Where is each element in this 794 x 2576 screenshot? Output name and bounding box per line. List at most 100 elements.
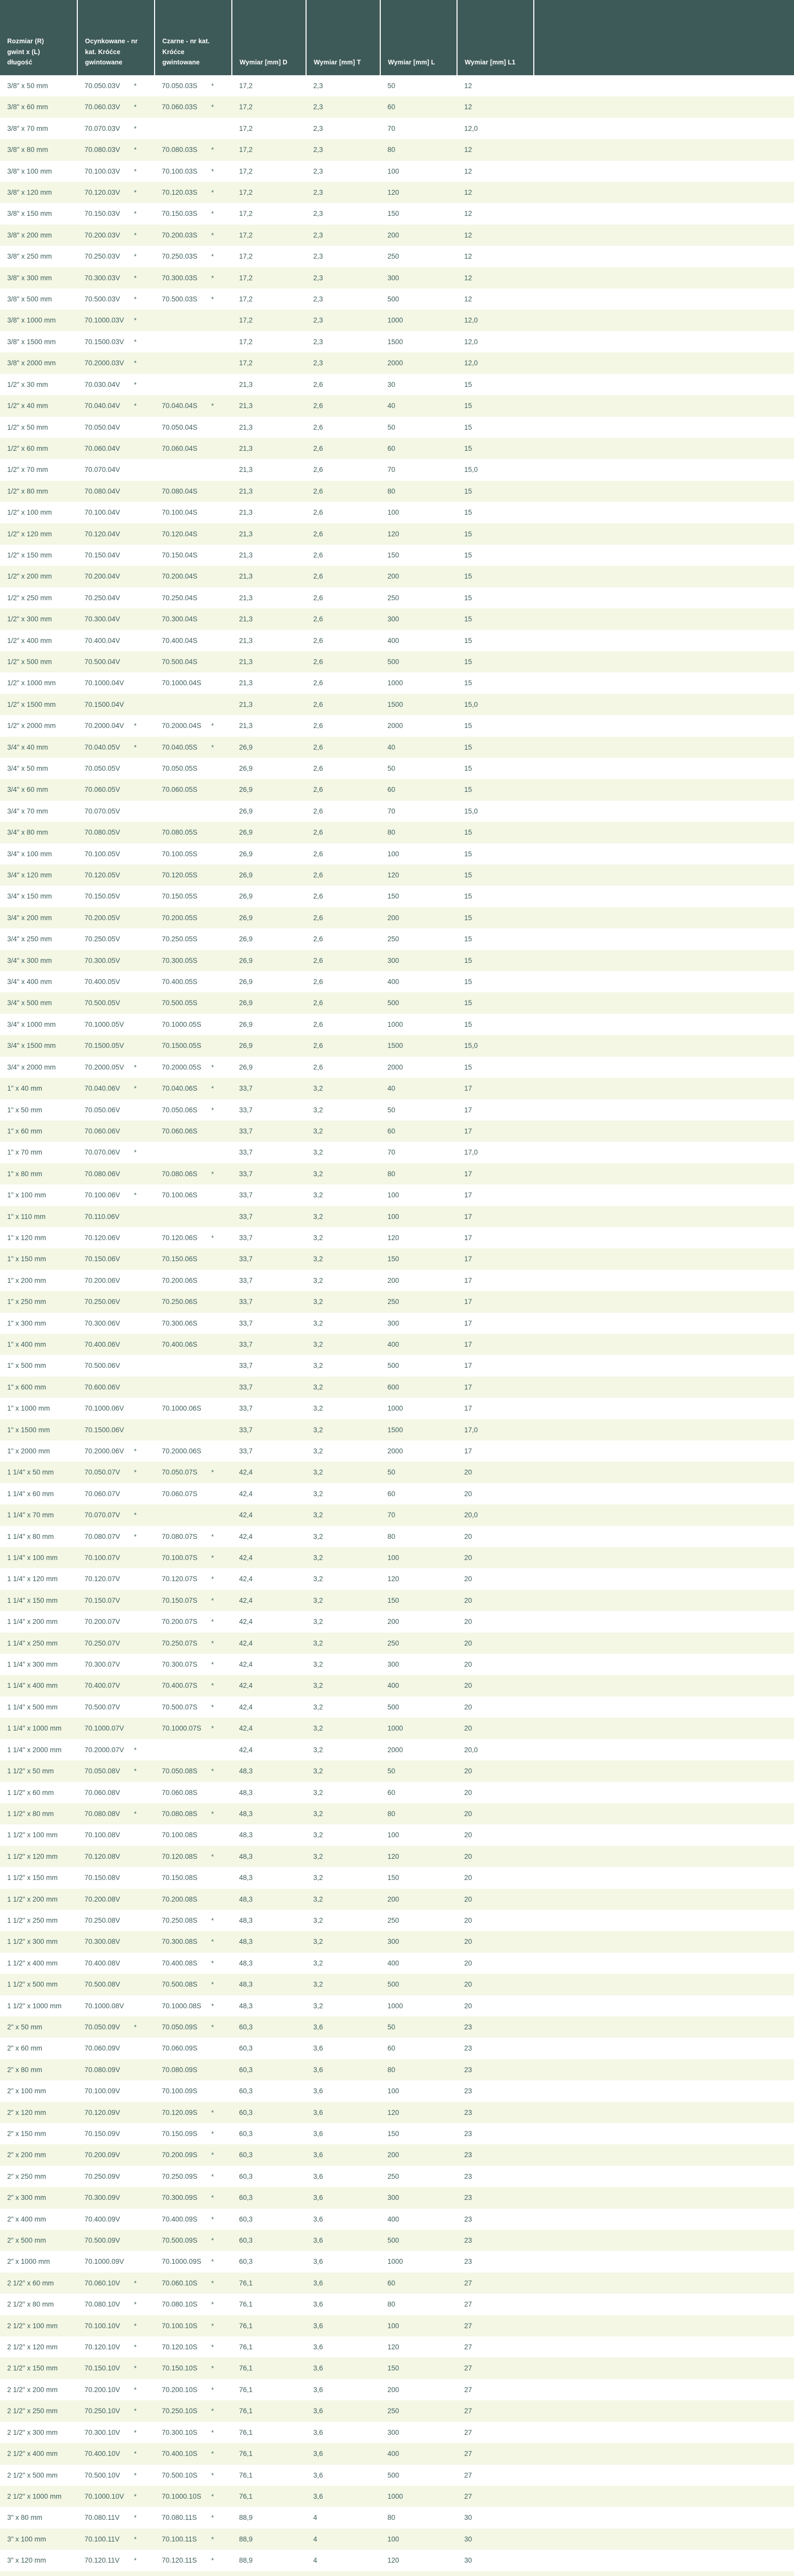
- cell-size: 2" x 50 mm: [7, 2023, 42, 2031]
- catalogue-number: 70.050.08V: [85, 1767, 121, 1775]
- catalogue-number: 70.100.06S: [162, 1191, 198, 1199]
- asterisk-marker: *: [134, 2535, 137, 2543]
- cell-dimension-d: 48,3: [239, 1809, 253, 1818]
- cell-filler: [534, 1760, 794, 1782]
- cell-size: 1 1/4" x 60 mm: [7, 1489, 54, 1498]
- cell-galvanized-cat-no: 70.050.05V: [77, 758, 155, 779]
- cell-black-cat-no: 70.080.06S *: [155, 1163, 232, 1184]
- catalogue-number: 70.060.07S: [162, 1489, 198, 1498]
- cell-size: 2 1/2" x 100 mm: [7, 2321, 58, 2330]
- table-row: 1" x 100 mm 70.100.06V * 70.100.06S 33,7 3,2 1…: [0, 1184, 794, 1206]
- cell-size: 3/4" x 70 mm: [7, 807, 48, 815]
- catalogue-number: 70.200.10S: [162, 2385, 198, 2394]
- cell-size: 2 1/2" x 500 mm: [7, 2471, 58, 2479]
- cell-dimension-t: 2,6: [313, 466, 323, 474]
- asterisk-marker: *: [211, 2471, 214, 2479]
- column-header-black-line-1: Czarne - nr kat.: [162, 38, 210, 45]
- table-row: 2 1/2" x 400 mm 70.400.10V * 70.400.10S * 76,…: [0, 2443, 794, 2465]
- cell-black-cat-no: [155, 694, 232, 715]
- cell-dimension-t: 2,6: [313, 807, 323, 815]
- cell-size: 1/2" x 1500 mm: [7, 700, 56, 708]
- cell-galvanized-cat-no: 70.080.08V *: [77, 1803, 155, 1824]
- catalogue-number: 70.300.06V: [85, 1319, 121, 1327]
- cell-galvanized-cat-no: 70.060.03V *: [77, 96, 155, 117]
- cell-filler: [534, 2571, 794, 2576]
- cell-dimension-d: 26,9: [239, 935, 253, 943]
- catalogue-number: 70.050.03V: [85, 82, 121, 90]
- cell-galvanized-cat-no: 70.300.09V: [77, 2187, 155, 2208]
- table-row: 3/4" x 150 mm 70.150.05V 70.150.05S 26,9 2,6…: [0, 886, 794, 907]
- cell-dimension-l1: 30: [464, 2535, 472, 2543]
- catalogue-number: 70.100.10S: [162, 2321, 198, 2330]
- cell-size: 1 1/4" x 400 mm: [7, 1682, 58, 1690]
- asterisk-marker: *: [134, 82, 137, 90]
- cell-dimension-l1: 20: [464, 1468, 472, 1477]
- cell-filler: [534, 182, 794, 203]
- cell-filler: [534, 1504, 794, 1526]
- table-row: 3/4" x 70 mm 70.070.05V 26,9 2,6 70 15,0: [0, 800, 794, 822]
- cell-dimension-t: 3,6: [313, 2151, 323, 2159]
- cell-dimension-d: 48,3: [239, 1874, 253, 1882]
- cell-galvanized-cat-no: 70.500.03V *: [77, 289, 155, 310]
- cell-filler: [534, 1142, 794, 1163]
- catalogue-number: 70.200.05V: [85, 913, 121, 922]
- cell-dimension-t: 3,2: [313, 1362, 323, 1370]
- cell-dimension-d: 42,4: [239, 1511, 253, 1519]
- table-row: 3/8" x 120 mm 70.120.03V * 70.120.03S * 17,2 2…: [0, 182, 794, 204]
- cell-dimension-l: 100: [387, 1191, 399, 1199]
- cell-dimension-l1: 20,0: [464, 1511, 478, 1519]
- cell-dimension-l: 250: [387, 594, 399, 602]
- cell-size: 3/4" x 2000 mm: [7, 1063, 56, 1071]
- cell-black-cat-no: 70.200.07S *: [155, 1611, 232, 1632]
- catalogue-number: 70.150.08S: [162, 1874, 198, 1882]
- cell-black-cat-no: [155, 1419, 232, 1440]
- cell-dimension-l: 500: [387, 1362, 399, 1370]
- cell-black-cat-no: 70.100.10S *: [155, 2315, 232, 2336]
- table-row: 2" x 500 mm 70.500.09V 70.500.09S * 60,3 3,6 5…: [0, 2230, 794, 2251]
- cell-black-cat-no: 70.080.10S *: [155, 2294, 232, 2315]
- cell-size: 1 1/4" x 80 mm: [7, 1532, 54, 1540]
- cell-galvanized-cat-no: 70.050.08V *: [77, 1760, 155, 1782]
- asterisk-marker: *: [211, 1233, 214, 1242]
- table-row: 1/2" x 250 mm 70.250.04V 70.250.04S 21,3 2,6…: [0, 587, 794, 609]
- cell-dimension-t: 3,6: [313, 2450, 323, 2458]
- cell-filler: [534, 2486, 794, 2507]
- cell-dimension-l: 500: [387, 2471, 399, 2479]
- cell-size: 1 1/4" x 50 mm: [7, 1468, 54, 1477]
- cell-dimension-l: 40: [387, 743, 396, 751]
- cell-dimension-d: 48,3: [239, 2002, 253, 2010]
- cell-dimension-l: 60: [387, 1127, 396, 1135]
- catalogue-number: 70.500.06V: [85, 1362, 121, 1370]
- cell-dimension-l: 80: [387, 2065, 396, 2074]
- cell-size: 2 1/2" x 150 mm: [7, 2364, 58, 2372]
- cell-black-cat-no: 70.100.11S *: [155, 2529, 232, 2550]
- cell-galvanized-cat-no: 70.500.10V *: [77, 2465, 155, 2486]
- cell-dimension-t: 3,2: [313, 1426, 323, 1434]
- catalogue-number: 70.250.07S: [162, 1639, 198, 1647]
- cell-filler: [534, 2230, 794, 2251]
- asterisk-marker: *: [211, 1767, 214, 1775]
- cell-dimension-l1: 27: [464, 2428, 472, 2436]
- cell-galvanized-cat-no: 70.250.03V *: [77, 246, 155, 267]
- cell-size: 1/2" x 70 mm: [7, 466, 48, 474]
- cell-filler: [534, 1931, 794, 1952]
- cell-dimension-l1: 20: [464, 1874, 472, 1882]
- cell-galvanized-cat-no: 70.080.11V *: [77, 2507, 155, 2528]
- cell-black-cat-no: 70.300.07S *: [155, 1654, 232, 1675]
- catalogue-number: 70.150.04S: [162, 551, 198, 559]
- cell-dimension-d: 21,3: [239, 615, 253, 623]
- catalogue-number: 70.200.08S: [162, 1895, 198, 1903]
- catalogue-number: 70.030.04V: [85, 380, 121, 388]
- catalogue-number: 70.150.06S: [162, 1255, 198, 1263]
- cell-dimension-t: 3,6: [313, 2130, 323, 2138]
- cell-dimension-l: 1500: [387, 1426, 403, 1434]
- cell-black-cat-no: [155, 352, 232, 374]
- catalogue-number: 70.040.04S: [162, 402, 198, 410]
- table-row: 3/8" x 200 mm 70.200.03V * 70.200.03S * 17,2 2…: [0, 224, 794, 246]
- cell-size: 3" x 100 mm: [7, 2535, 46, 2543]
- catalogue-number: 70.250.05S: [162, 935, 198, 943]
- cell-dimension-l1: 30: [464, 2556, 472, 2565]
- cell-filler: [534, 2016, 794, 2038]
- cell-dimension-l1: 15: [464, 935, 472, 943]
- cell-black-cat-no: 70.400.08S *: [155, 1953, 232, 1974]
